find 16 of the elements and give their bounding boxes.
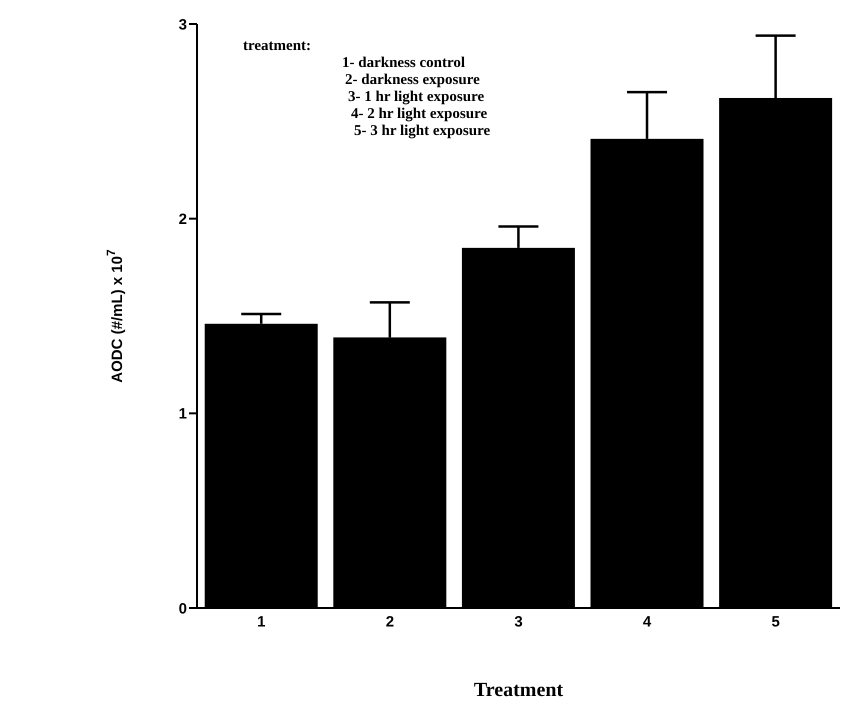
x-axis-title: Treatment [474, 679, 564, 701]
text: 1- darkness control [342, 55, 466, 71]
y-tick-label: 3 [178, 16, 187, 34]
y-tick-label: 0 [178, 600, 187, 618]
x-tick-label: 5 [772, 614, 780, 631]
x-tick-label: 2 [386, 614, 394, 631]
y-tick-label: 1 [178, 406, 187, 423]
x-tick-label: 4 [642, 614, 652, 631]
text: 4- 2 hr light exposure [351, 106, 488, 122]
x-tick-label: 1 [257, 614, 266, 631]
text: treatment: [243, 38, 312, 54]
text: 5- 3 hr light exposure [354, 123, 490, 139]
text: 3- 1 hr light exposure [348, 89, 484, 105]
text: 2- darkness exposure [345, 72, 480, 88]
y-tick-label: 2 [178, 210, 187, 228]
x-tick-label: 3 [514, 614, 523, 631]
